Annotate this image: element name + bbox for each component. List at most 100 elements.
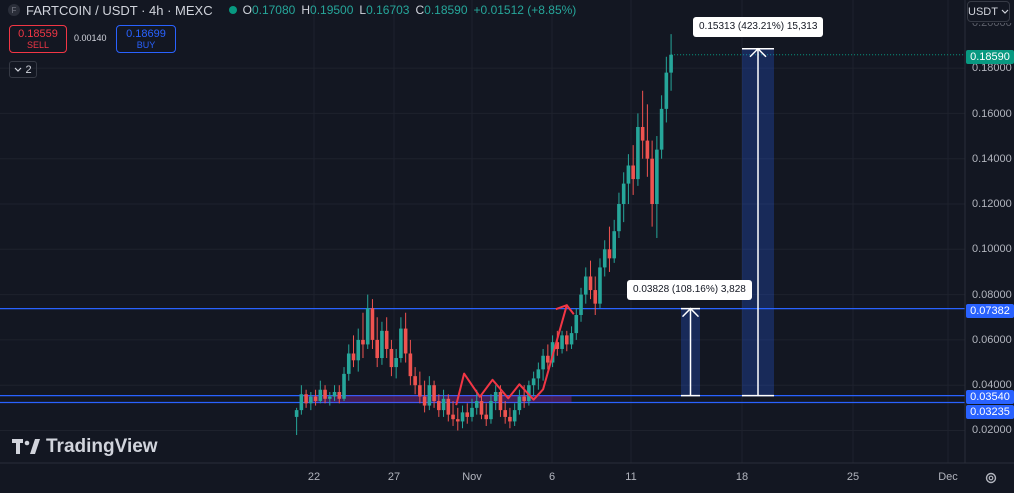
candle-body [664,72,669,109]
time-tick: 22 [307,471,321,483]
ohlc-low-value: 0.16703 [366,3,410,17]
candle-body [465,412,470,417]
tradingview-logo: TradingView [12,436,158,458]
last-price-tag: 0.18590 [966,50,1014,64]
ohlc-close-key: C [415,3,425,17]
measurement-tools [681,47,774,397]
candle-body [304,394,308,404]
candle-body [598,267,602,304]
buy-label: BUY [136,40,156,50]
ohlc-low-key: L [359,3,367,17]
candle-body [408,353,413,377]
candle-body [356,339,361,361]
candle-body [418,385,422,397]
buy-button[interactable]: 0.18699 BUY [116,25,176,53]
price-tick: 0.16000 [972,108,1012,120]
candle-body [612,231,616,259]
candle-body [512,410,517,422]
ohlc-high-value: 0.19500 [310,3,354,17]
candle-body [569,333,574,345]
candle-body [309,396,313,404]
sell-button[interactable]: 0.18559 SELL [9,25,67,53]
time-tick: 25 [846,471,860,483]
candle-body [427,385,432,406]
coin-icon: F [8,4,20,16]
candle-body [484,414,489,420]
candle-body [498,391,503,411]
candle-body [669,54,673,73]
tradingview-logo-icon [12,439,40,454]
time-tick: 27 [387,471,401,483]
candle-body [342,373,346,399]
candle-body [565,335,569,345]
currency-value: USDT [968,5,998,18]
resistance-price-tag[interactable]: 0.07382 [966,304,1014,318]
symbol-title[interactable]: FARTCOIN / USDT · 4h · MEXC [26,2,213,18]
indicator-count: 2 [25,63,32,76]
candle-body [403,328,408,354]
candle-body [579,294,583,315]
candle-body [318,389,323,402]
price-tick: 0.08000 [972,289,1012,301]
candle-body [541,355,545,370]
candle-body [328,396,332,399]
candle-body [574,314,579,334]
support-upper-price-tag[interactable]: 0.03540 [966,390,1014,404]
candle-body [432,385,436,402]
price-tick: 0.04000 [972,379,1012,391]
candle-body [650,158,654,204]
indicators-collapse-button[interactable]: 2 [9,61,37,78]
candle-body [503,410,507,417]
candle-body [370,308,375,340]
gear-icon[interactable] [984,471,998,488]
price-tick: 0.14000 [972,153,1012,165]
time-tick: 11 [625,471,637,483]
measure-label-large[interactable]: 0.15313 (423.21%) 15,313 [693,17,824,37]
candle-body [560,335,564,349]
candle-body [437,401,441,411]
ohlc-open-key: O [242,3,252,17]
candle-body [470,407,474,417]
candle-body [583,276,588,295]
candle-body [294,410,299,417]
chart-grid [0,0,965,463]
candle-body [626,165,631,184]
price-tick: 0.12000 [972,198,1012,210]
sell-label: SELL [26,40,50,50]
candle-body [474,401,479,408]
measure-label-small[interactable]: 0.03828 (108.16%) 3,828 [627,280,752,300]
candle-body [631,165,635,180]
candle-body [361,339,365,345]
candle-body [621,183,626,204]
ohlc-legend: O0.17080 H0.19500 L0.16703 C0.18590 +0.0… [243,3,577,17]
candlestick-series [294,34,673,436]
candle-body [517,396,522,411]
time-tick: Dec [938,471,958,483]
candle-body [588,276,593,291]
buy-price: 0.18699 [126,28,166,40]
price-tick: 0.02000 [972,424,1012,436]
candle-body [394,358,398,368]
candle-body [389,348,394,368]
chart-header: F FARTCOIN / USDT · 4h · MEXC O0.17080 H… [8,2,576,18]
ohlc-change-value: +0.01512 (+8.85%) [473,3,577,17]
support-lower-price-tag[interactable]: 0.03235 [966,405,1014,419]
candle-body [489,401,493,420]
candle-body [351,353,356,361]
spread-value: 0.00140 [74,33,107,43]
candle-body [636,126,640,180]
candle-body [640,126,645,141]
candle-body [375,339,379,359]
watermark-text: TradingView [46,436,158,457]
price-tick: 0.06000 [972,334,1012,346]
candle-body [313,396,318,402]
candle-body [332,391,337,397]
measure-arrow-head [749,47,767,58]
currency-selector[interactable]: USDT [967,1,1010,22]
candle-body [380,330,384,359]
candle-body [645,140,650,159]
candle-body [479,401,484,415]
candle-body [346,353,351,374]
candle-body [337,391,342,399]
